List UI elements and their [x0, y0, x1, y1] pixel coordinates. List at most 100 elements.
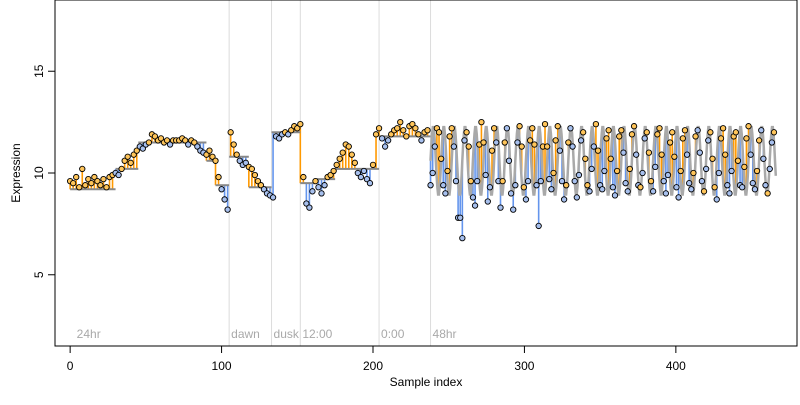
data-point [448, 125, 455, 132]
x-tick-label: 200 [363, 359, 383, 373]
data-point [157, 135, 165, 142]
data-point [707, 129, 714, 136]
annotation-label: dusk [274, 327, 300, 341]
data-point [643, 129, 650, 136]
data-point [503, 125, 511, 132]
data-point [546, 175, 553, 183]
data-point [554, 123, 561, 130]
plot-frame [54, 0, 798, 347]
data-point [394, 125, 401, 132]
data-point [384, 137, 392, 144]
data-point [354, 169, 362, 177]
data-point [378, 135, 386, 142]
data-point [522, 196, 530, 203]
data-point [94, 177, 101, 185]
data-point [713, 196, 720, 203]
data-point [675, 194, 682, 201]
data-point [336, 155, 343, 162]
data-point [474, 177, 481, 185]
data-point [429, 169, 436, 177]
data-point [571, 177, 578, 185]
data-point [333, 161, 340, 169]
data-point [624, 188, 631, 195]
data-point [700, 188, 708, 195]
data-point [248, 165, 256, 173]
data-point [372, 131, 380, 138]
data-point [345, 143, 352, 150]
data-point [728, 167, 735, 175]
data-point [484, 198, 491, 205]
data-point [450, 143, 458, 150]
data-point [497, 204, 504, 211]
data-point [535, 222, 542, 230]
data-point [626, 165, 633, 173]
data-point [510, 206, 517, 213]
data-point [681, 127, 689, 134]
data-point [764, 190, 771, 197]
data-point [369, 161, 377, 169]
annotation-label: 0:00 [381, 327, 405, 341]
data-point [431, 143, 438, 150]
data-point [569, 143, 576, 150]
data-point [312, 177, 319, 185]
data-point [490, 125, 498, 132]
data-point [257, 182, 265, 189]
x-axis-label: Sample index [390, 375, 463, 389]
oscillation-trend-line [429, 125, 778, 196]
data-point [227, 129, 234, 136]
data-point [565, 139, 572, 146]
data-point [633, 151, 640, 158]
data-point [118, 165, 125, 173]
data-point [660, 177, 667, 185]
data-point [297, 121, 304, 128]
data-point [444, 167, 451, 175]
data-point [673, 184, 680, 191]
data-point [499, 177, 506, 185]
data-point [645, 149, 653, 156]
data-point [339, 149, 346, 156]
data-point [622, 180, 629, 187]
data-point [294, 125, 301, 132]
data-point [242, 159, 249, 166]
data-point [658, 151, 665, 158]
annotation-label: dawn [231, 327, 260, 341]
data-point [558, 177, 566, 185]
data-point [375, 125, 383, 132]
data-point [639, 169, 646, 177]
x-tick-label: 100 [212, 359, 232, 373]
data-point [692, 133, 699, 140]
data-point [518, 143, 525, 150]
data-point [461, 137, 468, 144]
data-point [321, 182, 328, 189]
data-point [79, 165, 86, 173]
data-point [679, 135, 686, 142]
data-point [749, 180, 756, 187]
data-point [698, 177, 706, 185]
data-point [552, 137, 559, 144]
data-point [469, 194, 477, 201]
data-point [163, 137, 171, 144]
data-point [486, 184, 494, 191]
data-point [758, 127, 765, 134]
data-point [459, 234, 466, 242]
data-point [599, 186, 606, 193]
data-point [300, 173, 307, 181]
data-point [715, 169, 723, 177]
data-point [582, 155, 589, 162]
data-point [702, 165, 710, 173]
data-point [209, 153, 216, 160]
data-point [409, 121, 416, 128]
data-point [719, 125, 727, 132]
data-point [690, 169, 697, 177]
data-point [348, 151, 355, 158]
data-point [230, 141, 237, 148]
data-point [584, 182, 591, 189]
data-points [66, 118, 778, 242]
data-point [212, 157, 219, 164]
data-point [524, 177, 532, 185]
data-point [435, 129, 443, 136]
data-point [427, 182, 434, 189]
data-point [652, 163, 659, 171]
data-point [760, 155, 767, 162]
